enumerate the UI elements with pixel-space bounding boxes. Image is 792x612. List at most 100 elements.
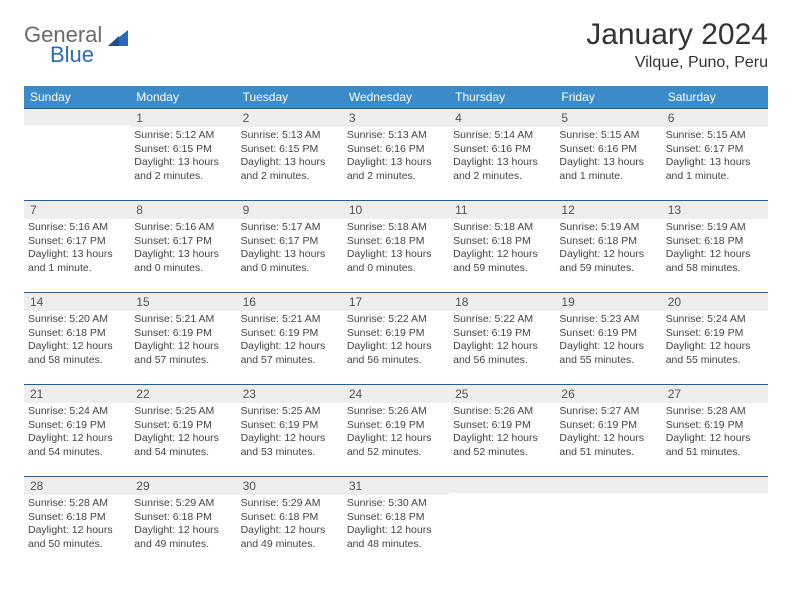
day-details: Sunrise: 5:30 AMSunset: 6:18 PMDaylight:…	[343, 495, 449, 556]
sunrise-text: Sunrise: 5:15 AM	[666, 129, 764, 143]
date-number: 18	[449, 293, 555, 311]
calendar-day-cell: 15Sunrise: 5:21 AMSunset: 6:19 PMDayligh…	[130, 293, 236, 385]
sunrise-text: Sunrise: 5:22 AM	[347, 313, 445, 327]
daylight-text: Daylight: 12 hours and 50 minutes.	[28, 524, 126, 551]
daylight-text: Daylight: 12 hours and 51 minutes.	[559, 432, 657, 459]
daylight-text: Daylight: 12 hours and 57 minutes.	[134, 340, 232, 367]
sunset-text: Sunset: 6:17 PM	[134, 235, 232, 249]
date-number: 26	[555, 385, 661, 403]
sunrise-text: Sunrise: 5:29 AM	[134, 497, 232, 511]
month-title: January 2024	[586, 18, 768, 52]
daylight-text: Daylight: 12 hours and 58 minutes.	[666, 248, 764, 275]
calendar-day-cell: 11Sunrise: 5:18 AMSunset: 6:18 PMDayligh…	[449, 201, 555, 293]
sunset-text: Sunset: 6:15 PM	[241, 143, 339, 157]
daylight-text: Daylight: 13 hours and 0 minutes.	[241, 248, 339, 275]
calendar-day-cell	[24, 109, 130, 201]
day-details: Sunrise: 5:22 AMSunset: 6:19 PMDaylight:…	[449, 311, 555, 372]
calendar-day-cell: 22Sunrise: 5:25 AMSunset: 6:19 PMDayligh…	[130, 385, 236, 477]
day-details: Sunrise: 5:26 AMSunset: 6:19 PMDaylight:…	[343, 403, 449, 464]
calendar-day-cell: 10Sunrise: 5:18 AMSunset: 6:18 PMDayligh…	[343, 201, 449, 293]
sunset-text: Sunset: 6:18 PM	[453, 235, 551, 249]
sunrise-text: Sunrise: 5:14 AM	[453, 129, 551, 143]
day-details: Sunrise: 5:27 AMSunset: 6:19 PMDaylight:…	[555, 403, 661, 464]
day-details: Sunrise: 5:29 AMSunset: 6:18 PMDaylight:…	[130, 495, 236, 556]
date-number: 13	[662, 201, 768, 219]
calendar-day-cell: 5Sunrise: 5:15 AMSunset: 6:16 PMDaylight…	[555, 109, 661, 201]
day-details: Sunrise: 5:21 AMSunset: 6:19 PMDaylight:…	[130, 311, 236, 372]
date-number: 3	[343, 109, 449, 127]
weekday-header: Monday	[130, 86, 236, 109]
sunset-text: Sunset: 6:16 PM	[453, 143, 551, 157]
calendar-week-row: 14Sunrise: 5:20 AMSunset: 6:18 PMDayligh…	[24, 293, 768, 385]
date-number	[555, 477, 661, 493]
sunrise-text: Sunrise: 5:13 AM	[241, 129, 339, 143]
daylight-text: Daylight: 12 hours and 49 minutes.	[241, 524, 339, 551]
daylight-text: Daylight: 13 hours and 2 minutes.	[347, 156, 445, 183]
daylight-text: Daylight: 13 hours and 0 minutes.	[134, 248, 232, 275]
page-header: General Blue January 2024 Vilque, Puno, …	[24, 18, 768, 72]
calendar-week-row: 1Sunrise: 5:12 AMSunset: 6:15 PMDaylight…	[24, 109, 768, 201]
sunrise-text: Sunrise: 5:18 AM	[453, 221, 551, 235]
sunrise-text: Sunrise: 5:26 AM	[347, 405, 445, 419]
sunset-text: Sunset: 6:18 PM	[134, 511, 232, 525]
date-number: 2	[237, 109, 343, 127]
daylight-text: Daylight: 12 hours and 51 minutes.	[666, 432, 764, 459]
calendar-day-cell: 25Sunrise: 5:26 AMSunset: 6:19 PMDayligh…	[449, 385, 555, 477]
calendar-day-cell: 29Sunrise: 5:29 AMSunset: 6:18 PMDayligh…	[130, 477, 236, 569]
daylight-text: Daylight: 13 hours and 2 minutes.	[241, 156, 339, 183]
daylight-text: Daylight: 12 hours and 58 minutes.	[28, 340, 126, 367]
sunset-text: Sunset: 6:17 PM	[28, 235, 126, 249]
date-number: 29	[130, 477, 236, 495]
logo-sail-icon	[106, 28, 132, 50]
day-details: Sunrise: 5:19 AMSunset: 6:18 PMDaylight:…	[555, 219, 661, 280]
calendar-day-cell: 31Sunrise: 5:30 AMSunset: 6:18 PMDayligh…	[343, 477, 449, 569]
sunrise-text: Sunrise: 5:28 AM	[666, 405, 764, 419]
daylight-text: Daylight: 12 hours and 59 minutes.	[559, 248, 657, 275]
sunrise-text: Sunrise: 5:30 AM	[347, 497, 445, 511]
day-details: Sunrise: 5:17 AMSunset: 6:17 PMDaylight:…	[237, 219, 343, 280]
date-number: 14	[24, 293, 130, 311]
sunrise-text: Sunrise: 5:22 AM	[453, 313, 551, 327]
day-details: Sunrise: 5:22 AMSunset: 6:19 PMDaylight:…	[343, 311, 449, 372]
calendar-table: Sunday Monday Tuesday Wednesday Thursday…	[24, 86, 768, 569]
daylight-text: Daylight: 12 hours and 56 minutes.	[453, 340, 551, 367]
calendar-day-cell: 30Sunrise: 5:29 AMSunset: 6:18 PMDayligh…	[237, 477, 343, 569]
date-number: 10	[343, 201, 449, 219]
date-number: 15	[130, 293, 236, 311]
sunrise-text: Sunrise: 5:18 AM	[347, 221, 445, 235]
daylight-text: Daylight: 13 hours and 1 minute.	[666, 156, 764, 183]
sunset-text: Sunset: 6:17 PM	[241, 235, 339, 249]
day-details	[555, 493, 661, 499]
day-details: Sunrise: 5:25 AMSunset: 6:19 PMDaylight:…	[237, 403, 343, 464]
calendar-day-cell: 21Sunrise: 5:24 AMSunset: 6:19 PMDayligh…	[24, 385, 130, 477]
sunset-text: Sunset: 6:19 PM	[241, 419, 339, 433]
date-number: 28	[24, 477, 130, 495]
sunrise-text: Sunrise: 5:19 AM	[559, 221, 657, 235]
daylight-text: Daylight: 12 hours and 54 minutes.	[28, 432, 126, 459]
daylight-text: Daylight: 13 hours and 1 minute.	[28, 248, 126, 275]
date-number: 4	[449, 109, 555, 127]
day-details: Sunrise: 5:18 AMSunset: 6:18 PMDaylight:…	[449, 219, 555, 280]
sunrise-text: Sunrise: 5:28 AM	[28, 497, 126, 511]
date-number: 5	[555, 109, 661, 127]
calendar-day-cell: 6Sunrise: 5:15 AMSunset: 6:17 PMDaylight…	[662, 109, 768, 201]
daylight-text: Daylight: 12 hours and 59 minutes.	[453, 248, 551, 275]
calendar-day-cell	[555, 477, 661, 569]
day-details: Sunrise: 5:25 AMSunset: 6:19 PMDaylight:…	[130, 403, 236, 464]
sunrise-text: Sunrise: 5:19 AM	[666, 221, 764, 235]
daylight-text: Daylight: 12 hours and 49 minutes.	[134, 524, 232, 551]
sunrise-text: Sunrise: 5:15 AM	[559, 129, 657, 143]
date-number: 19	[555, 293, 661, 311]
day-details	[24, 125, 130, 131]
daylight-text: Daylight: 13 hours and 1 minute.	[559, 156, 657, 183]
calendar-day-cell: 13Sunrise: 5:19 AMSunset: 6:18 PMDayligh…	[662, 201, 768, 293]
sunset-text: Sunset: 6:16 PM	[347, 143, 445, 157]
sunset-text: Sunset: 6:19 PM	[666, 419, 764, 433]
day-details: Sunrise: 5:28 AMSunset: 6:19 PMDaylight:…	[662, 403, 768, 464]
sunrise-text: Sunrise: 5:17 AM	[241, 221, 339, 235]
daylight-text: Daylight: 12 hours and 48 minutes.	[347, 524, 445, 551]
weekday-header: Tuesday	[237, 86, 343, 109]
sunset-text: Sunset: 6:19 PM	[347, 419, 445, 433]
location-subtitle: Vilque, Puno, Peru	[586, 54, 768, 72]
day-details	[662, 493, 768, 499]
